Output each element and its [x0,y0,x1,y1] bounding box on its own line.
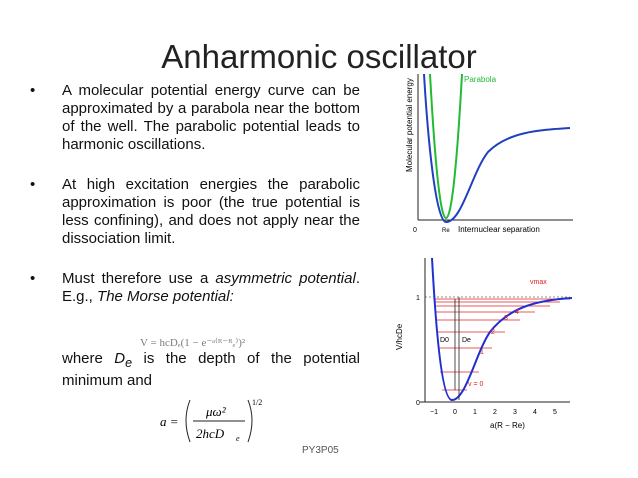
morse-curve [423,73,571,224]
parabola-label: Parabola [464,75,497,84]
left-paren [185,399,191,443]
level-label-v0: v = 0 [468,381,483,388]
x-tick: 2 [493,409,497,416]
right-paren [247,399,253,443]
x-tick: 3 [513,409,517,416]
parabola-curve [429,73,463,219]
x-axis-label: a(R − Re) [490,421,525,430]
x-tick: 4 [533,409,537,416]
a-denominator: 2hcD [196,426,225,441]
morse-levels-figure: V/hcDe a(R − Re) −1 0 1 2 3 4 5 0 1 v = … [395,257,573,430]
level-label-3: 3 [504,315,508,322]
where-line: where De is the depth of the potential m… [30,350,360,390]
bullet-marker: • [30,82,36,99]
de-symbol: De [114,350,133,370]
a-exponent: 1/2 [252,398,262,407]
d0-label: D0 [440,337,449,344]
x-axis-label: Internuclear separation [458,225,540,234]
level-label-1: 1 [480,349,484,356]
x-tick: 5 [553,409,557,416]
morse-curve [431,257,573,402]
origin-label: 0 [413,227,417,234]
y-tick-1: 1 [416,295,420,302]
a-formula: a = μω² 2hcD e 1/2 [160,398,262,443]
y-tick-0: 0 [416,400,420,407]
where-text: where De is the depth of the potential m… [62,350,360,390]
bullet-high-excitation: • At high excitation energies the parabo… [30,176,360,248]
de-label: De [462,337,471,344]
vmax-label: vmax [530,279,547,286]
re-label: Re [442,228,450,234]
x-tick: 1 [473,409,477,416]
morse-formula: V = hcDₑ(1 − e⁻ᵃ⁽ᴿ⁻ᴿₑ⁾)² [140,337,246,349]
bullet-italic: asymmetric potential [215,270,356,287]
bullet-asymmetric: • Must therefore use a asymmetric potent… [30,270,360,306]
x-tick-labels: −1 0 1 2 3 4 5 [430,409,557,416]
bullet-text: At high excitation energies the paraboli… [62,176,360,247]
level-label-4: 4 [515,309,519,316]
bullet-text: Must therefore use a asymmetric potentia… [62,270,360,306]
potential-energy-figure: Molecular potential energy Internuclear … [405,73,573,234]
level-labels: v = 0 1 2 3 4 vmax [468,279,547,388]
where-word: where [62,350,115,367]
bullet-text: A molecular potential energy curve can b… [62,82,360,153]
bullet-italic: The Morse potential: [97,288,234,305]
y-axis-label: Molecular potential energy [405,78,414,172]
bullet-text-part: . E.g., [62,270,360,305]
footer-code: PY3P05 [302,445,339,456]
a-lhs: a = [160,414,179,429]
bullet-marker: • [30,176,36,193]
bullet-marker: • [30,270,36,287]
x-tick: 0 [453,409,457,416]
a-numerator: μω² [205,404,227,419]
y-axis-label: V/hcDe [395,323,404,350]
slide-title: Anharmonic oscillator [161,38,477,75]
bullet-text-part: Must therefore use a [62,270,216,287]
level-label-2: 2 [491,329,495,336]
bullet-parabola-approx: • A molecular potential energy curve can… [30,82,360,154]
where-rest: is the depth of the potential minimum an… [62,350,360,389]
a-denominator-sub: e [236,434,240,443]
x-tick: −1 [430,409,438,416]
